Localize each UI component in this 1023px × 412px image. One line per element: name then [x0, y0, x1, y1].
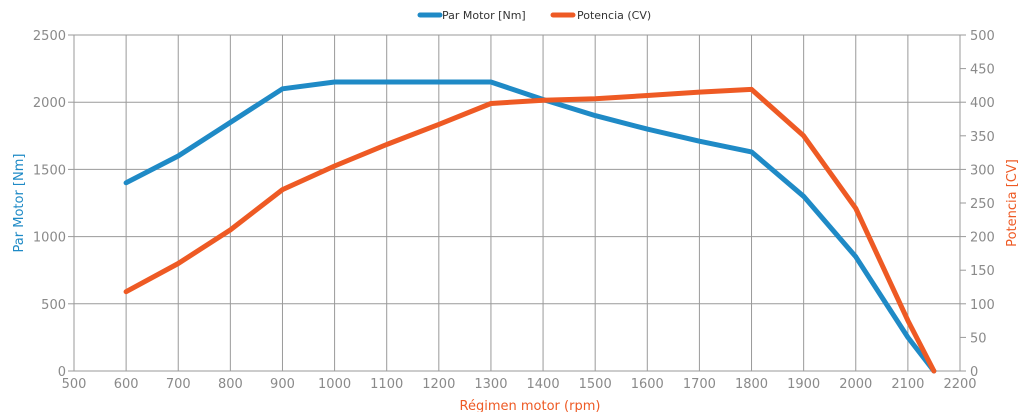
x-tick-label: 1200 — [422, 377, 455, 392]
series-lines — [123, 79, 937, 374]
legend-label-par-motor: Par Motor [Nm] — [442, 9, 526, 22]
grid — [73, 34, 961, 372]
right-tick-label: 300 — [970, 163, 995, 178]
right-tick-label: 0 — [970, 365, 978, 380]
x-tick-label: 1600 — [631, 377, 664, 392]
x-tick-label: 600 — [114, 377, 139, 392]
right-tick-label: 500 — [970, 29, 995, 44]
x-tick-label: 1700 — [683, 377, 716, 392]
x-tick-label: 1500 — [579, 377, 612, 392]
right-axis-title: Potencia [CV] — [1005, 159, 1020, 247]
series-line-potencia — [123, 86, 937, 374]
x-tick-label: 1800 — [735, 377, 768, 392]
x-tick-label: 1100 — [370, 377, 403, 392]
left-axis-title: Par Motor [Nm] — [12, 154, 27, 253]
right-tick-label: 400 — [970, 96, 995, 111]
x-tick-label: 500 — [62, 377, 87, 392]
right-tick-label: 150 — [970, 264, 995, 279]
x-tick-label: 2100 — [891, 377, 924, 392]
x-tick-label: 900 — [270, 377, 295, 392]
legend-label-potencia: Potencia (CV) — [577, 9, 651, 22]
right-tick-label: 100 — [970, 298, 995, 313]
x-tick-label: 1900 — [787, 377, 820, 392]
legend: Par Motor [Nm] Potencia (CV) — [417, 9, 651, 22]
left-tick-label: 1500 — [33, 163, 66, 178]
x-tick-label: 1000 — [318, 377, 351, 392]
x-axis-ticks: 500 600 700 800 900 1000 1100 1200 1300 1400 1500 1… — [62, 377, 977, 392]
left-tick-label: 1000 — [33, 231, 66, 246]
right-tick-label: 450 — [970, 63, 995, 78]
right-tick-label: 200 — [970, 231, 995, 246]
x-tick-label: 800 — [218, 377, 243, 392]
x-tick-label: 2200 — [943, 377, 976, 392]
right-axis-ticks: 0 50 100 150 200 250 300 350 400 450 500 — [960, 29, 995, 380]
right-tick-label: 350 — [970, 130, 995, 145]
x-tick-label: 2000 — [839, 377, 872, 392]
left-tick-label: 2500 — [33, 29, 66, 44]
x-tick-label: 700 — [166, 377, 191, 392]
x-tick-label: 1300 — [474, 377, 507, 392]
series-line-par-motor — [123, 79, 937, 374]
x-tick-label: 1400 — [527, 377, 560, 392]
right-tick-label: 50 — [970, 331, 987, 346]
x-axis-title: Régimen motor (rpm) — [460, 399, 601, 412]
left-tick-label: 2000 — [33, 96, 66, 111]
left-tick-label: 500 — [41, 298, 66, 313]
left-tick-label: 0 — [58, 365, 66, 380]
right-tick-label: 250 — [970, 197, 995, 212]
left-axis-ticks: 0 500 1000 1500 2000 2500 — [33, 29, 74, 380]
